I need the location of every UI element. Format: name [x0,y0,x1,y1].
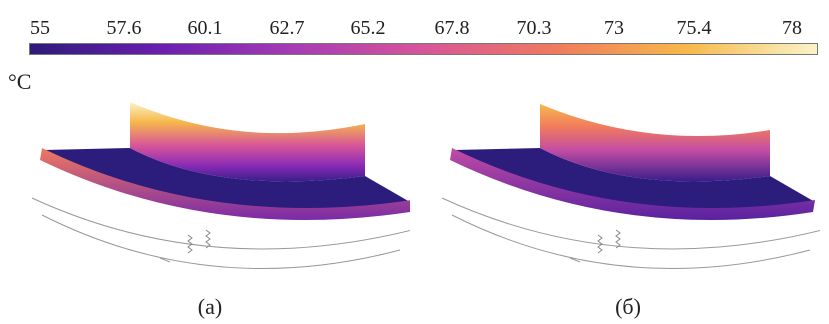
floor-surface [455,148,815,210]
front-rim [40,148,410,220]
panel-a [20,90,410,280]
panel-b [430,90,820,280]
colorbar-tick-label: 62.7 [269,17,305,39]
heat-surface-b [441,104,820,269]
bolt [187,234,193,254]
bolt [615,229,621,249]
caption-b: (б) [615,294,641,319]
colorbar-tick-label: 67.8 [434,17,470,39]
colorbar-tick-label: 75.4 [676,17,712,39]
bolt [597,234,603,254]
frame-outline [41,214,401,269]
frame-outline [451,214,811,269]
colorbar-tick-labels: 55 57.6 60.1 62.7 65.2 67.8 70.3 73 75.4 78 [0,18,829,44]
caption-a: (a) [197,294,223,319]
heat-surface-a [31,102,410,269]
back-wall [130,102,365,182]
unit-label: °C [8,69,32,94]
colorbar-tick-label: 70.3 [516,17,552,39]
colorbar-tick-label: 57.6 [106,17,142,39]
colorbar [29,43,818,55]
front-rim [450,148,815,221]
colorbar-tick-label: 78 [782,17,802,39]
colorbar-tick-label: 65.2 [350,17,386,39]
back-wall [540,104,770,182]
bolt [205,229,211,249]
colorbar-tick-label: 55 [30,17,50,39]
frame-outline [31,197,410,250]
colorbar-tick-label: 60.1 [187,17,223,39]
frame-outline [441,197,820,250]
colorbar-tick-label: 73 [604,17,624,39]
floor-surface [45,148,410,210]
